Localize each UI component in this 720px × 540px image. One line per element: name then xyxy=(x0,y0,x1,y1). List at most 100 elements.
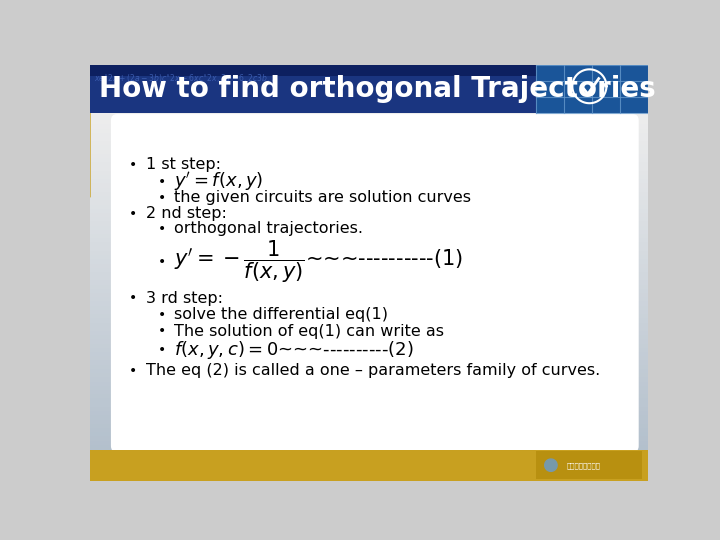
Bar xyxy=(90,297,648,302)
Bar xyxy=(90,141,648,146)
Bar xyxy=(90,411,648,416)
Bar xyxy=(536,65,648,112)
Bar xyxy=(90,432,648,437)
Bar xyxy=(90,166,648,172)
Bar xyxy=(90,120,648,125)
Text: $xe^{\wedge}2x+(2a-3b)c^{\wedge}2x-6xc^{\wedge}2x, 3a-6, 2c3b...$: $xe^{\wedge}2x+(2a-3b)c^{\wedge}2x-6xc^{… xyxy=(94,72,278,84)
Bar xyxy=(90,322,648,328)
Bar xyxy=(90,373,648,378)
Text: •: • xyxy=(158,308,166,322)
Bar xyxy=(90,424,648,429)
Bar xyxy=(90,145,648,151)
Bar xyxy=(90,306,648,310)
Bar xyxy=(90,217,648,222)
Text: •: • xyxy=(158,222,166,236)
Bar xyxy=(90,327,648,332)
Bar xyxy=(90,226,648,231)
Bar xyxy=(90,213,648,218)
Text: The solution of eq(1) can write as: The solution of eq(1) can write as xyxy=(174,323,444,339)
Bar xyxy=(90,386,648,391)
Bar xyxy=(90,200,648,205)
Bar xyxy=(90,420,648,424)
Bar xyxy=(90,129,648,133)
Text: •: • xyxy=(158,324,166,338)
Bar xyxy=(90,361,648,366)
Bar xyxy=(90,394,648,399)
Bar xyxy=(90,264,648,268)
FancyBboxPatch shape xyxy=(111,114,639,452)
Bar xyxy=(90,280,648,285)
Text: 1 st step:: 1 st step: xyxy=(145,157,221,172)
Bar xyxy=(90,150,648,154)
Text: the given circuits are solution curves: the given circuits are solution curves xyxy=(174,190,471,205)
Bar xyxy=(90,247,648,252)
Bar xyxy=(90,137,648,142)
Text: $y^{\prime} = -\dfrac{1}{f(x,y)}$~~~----------(1): $y^{\prime} = -\dfrac{1}{f(x,y)}$~~~----… xyxy=(174,238,463,285)
Bar xyxy=(90,234,648,239)
Bar xyxy=(90,348,648,353)
Bar xyxy=(90,154,648,159)
Bar xyxy=(90,65,648,112)
Text: solve the differential eq(1): solve the differential eq(1) xyxy=(174,307,387,322)
Bar xyxy=(90,175,648,180)
Bar xyxy=(90,382,648,387)
Bar xyxy=(90,116,648,121)
Bar xyxy=(90,403,648,408)
Bar xyxy=(90,356,648,361)
Bar xyxy=(90,428,648,433)
Bar xyxy=(90,124,648,130)
Bar xyxy=(90,289,648,294)
Text: •: • xyxy=(158,254,166,268)
Bar xyxy=(90,188,648,193)
Bar xyxy=(90,352,648,357)
Bar xyxy=(90,399,648,403)
Text: •: • xyxy=(129,363,137,377)
Bar xyxy=(90,331,648,336)
Bar xyxy=(90,310,648,315)
Bar xyxy=(90,369,648,374)
Text: •: • xyxy=(158,191,166,205)
Text: •: • xyxy=(129,207,137,221)
Bar xyxy=(90,259,648,264)
Text: orthogonal trajectories.: orthogonal trajectories. xyxy=(174,221,363,237)
Bar xyxy=(90,272,648,277)
Text: •: • xyxy=(129,291,137,305)
Bar xyxy=(90,377,648,382)
Bar xyxy=(90,184,648,188)
Bar xyxy=(90,158,648,163)
Bar xyxy=(90,268,648,273)
Bar xyxy=(90,407,648,412)
Bar xyxy=(90,171,648,176)
Bar xyxy=(90,445,648,450)
Bar xyxy=(90,285,648,289)
Text: •: • xyxy=(158,343,166,357)
Bar xyxy=(90,276,648,281)
Bar xyxy=(90,364,648,370)
Text: The eq (2) is called a one – parameters family of curves.: The eq (2) is called a one – parameters … xyxy=(145,363,600,378)
Bar xyxy=(90,192,648,197)
Text: 3 rd step:: 3 rd step: xyxy=(145,291,222,306)
Bar xyxy=(90,390,648,395)
Bar xyxy=(90,238,648,243)
Bar xyxy=(90,163,648,167)
Bar xyxy=(90,251,648,256)
Text: $f(x,y,c) = 0$~~~----------(2): $f(x,y,c) = 0$~~~----------(2) xyxy=(174,339,413,361)
Bar xyxy=(90,293,648,298)
Bar xyxy=(90,221,648,226)
Bar xyxy=(90,179,648,184)
Bar xyxy=(90,319,648,323)
Bar xyxy=(90,65,553,76)
Text: •: • xyxy=(129,158,137,172)
Bar xyxy=(90,133,648,138)
Text: How to find orthogonal Trajectories: How to find orthogonal Trajectories xyxy=(99,75,656,103)
Bar xyxy=(536,451,642,479)
Bar xyxy=(90,335,648,340)
Bar xyxy=(90,301,648,307)
Bar xyxy=(90,196,648,201)
Bar xyxy=(90,230,648,235)
Bar xyxy=(90,205,648,210)
Bar xyxy=(90,255,648,260)
Text: •: • xyxy=(158,174,166,188)
Text: 國立彰化師範大學: 國立彰化師範大學 xyxy=(567,462,601,469)
Polygon shape xyxy=(5,28,90,197)
